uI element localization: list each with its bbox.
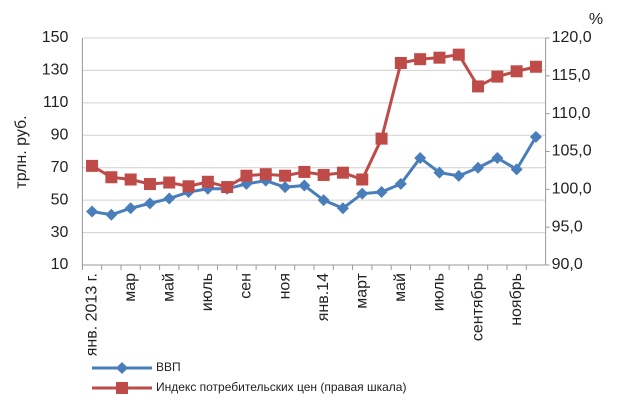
y2-tick-label: 90,0 xyxy=(552,256,583,273)
marker xyxy=(472,80,485,93)
x-tick-label: янв.14 xyxy=(315,273,332,321)
marker xyxy=(279,169,292,182)
marker xyxy=(317,194,330,207)
x-tick-label: сентябрь xyxy=(469,273,486,341)
y-tick-label: 130 xyxy=(42,62,69,79)
marker xyxy=(298,165,311,178)
y-tick-label: 30 xyxy=(51,224,69,241)
x-tick-label: ноя xyxy=(276,273,293,299)
marker xyxy=(529,60,542,73)
marker xyxy=(86,205,99,218)
legend-marker xyxy=(116,362,128,374)
marker xyxy=(163,192,176,205)
y-tick-label: 110 xyxy=(43,94,69,111)
marker xyxy=(510,65,523,78)
marker xyxy=(143,197,156,210)
marker xyxy=(356,173,369,186)
marker xyxy=(452,48,465,61)
marker xyxy=(510,163,523,176)
marker xyxy=(105,171,118,184)
marker xyxy=(86,159,99,172)
marker xyxy=(375,186,388,199)
x-tick-label: июль xyxy=(199,273,216,311)
marker xyxy=(452,169,465,182)
marker xyxy=(529,130,542,143)
marker xyxy=(336,202,349,215)
x-tick-label: мар xyxy=(122,273,139,302)
marker xyxy=(182,180,195,193)
legend-marker xyxy=(116,382,128,394)
marker xyxy=(433,51,446,64)
y-tick-label: 50 xyxy=(51,191,69,208)
marker xyxy=(394,177,407,190)
marker xyxy=(298,179,311,192)
marker xyxy=(414,53,427,66)
marker xyxy=(414,151,427,164)
x-tick-label: март xyxy=(353,272,370,308)
x-tick-label: июль xyxy=(431,273,448,311)
marker xyxy=(124,173,137,186)
x-tick-label: янв. 2013 г. xyxy=(83,273,100,356)
marker xyxy=(375,132,388,145)
legend-label: Индекс потребительских цен (правая шкала… xyxy=(156,380,406,394)
marker xyxy=(163,176,176,189)
series-line xyxy=(91,136,538,217)
marker xyxy=(201,175,214,188)
y2-tick-label: 95,0 xyxy=(552,218,583,235)
y2-tick-label: 105,0 xyxy=(552,143,592,160)
y-tick-label: 90 xyxy=(51,127,69,144)
marker xyxy=(143,178,156,191)
y-axis-label: трлн. руб. xyxy=(13,115,30,188)
marker xyxy=(433,166,446,179)
x-tick-label: май xyxy=(160,273,177,302)
marker xyxy=(356,187,369,200)
marker xyxy=(491,151,504,164)
y-tick-label: 70 xyxy=(51,159,69,176)
marker xyxy=(394,56,407,69)
y2-tick-label: 120,0 xyxy=(552,29,592,46)
marker xyxy=(317,168,330,181)
x-tick-label: май xyxy=(392,273,409,302)
marker xyxy=(259,168,272,181)
marker xyxy=(472,161,485,174)
y2-tick-label: 110,0 xyxy=(552,105,591,122)
y-tick-label: 150 xyxy=(42,29,69,46)
marker xyxy=(279,181,292,194)
marker xyxy=(105,208,118,221)
y-tick-label: 10 xyxy=(51,256,69,273)
x-tick-label: ноябрь xyxy=(508,273,525,326)
marker xyxy=(240,169,253,182)
series-line xyxy=(91,53,537,189)
legend-label: ВВП xyxy=(156,360,181,374)
marker xyxy=(124,202,137,215)
x-tick-label: сен xyxy=(238,273,255,299)
marker xyxy=(491,70,504,83)
marker xyxy=(336,166,349,179)
y2-tick-label: 100,0 xyxy=(552,181,592,198)
marker xyxy=(221,181,234,194)
y2-axis-label: % xyxy=(589,11,603,28)
y2-tick-label: 115,0 xyxy=(552,67,591,84)
